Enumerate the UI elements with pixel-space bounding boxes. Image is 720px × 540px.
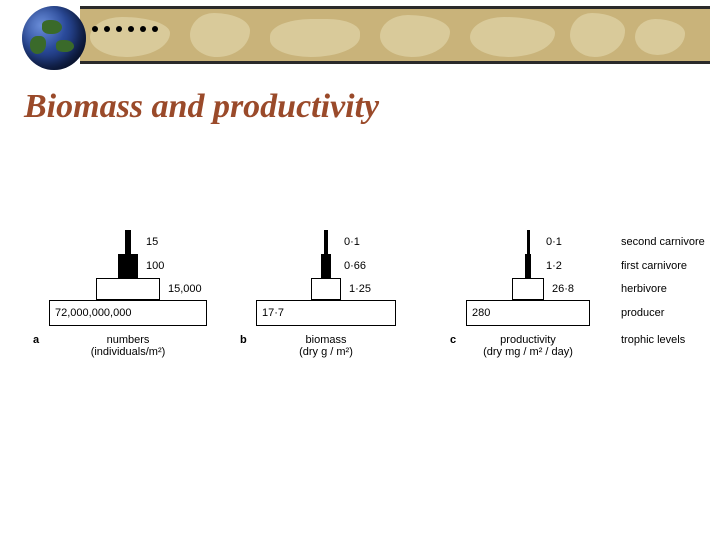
pyramid-c-level-1 xyxy=(525,254,531,278)
pyramid-c-value-2: 26·8 xyxy=(552,283,574,295)
trophic-levels-caption: trophic levels xyxy=(621,334,685,346)
pyramid-b-value-3: 17·7 xyxy=(262,307,284,319)
trophic-label-3: producer xyxy=(621,307,664,319)
pyramid-label-a: numbers(individuals/m²) xyxy=(73,334,183,358)
pyramid-label-b: biomass(dry g / m²) xyxy=(271,334,381,358)
pyramid-a-value-0: 15 xyxy=(146,236,158,248)
pyramid-c-value-1: 1·2 xyxy=(546,260,562,272)
pyramid-letter-c: c xyxy=(450,334,456,346)
trophic-label-2: herbivore xyxy=(621,283,667,295)
pyramid-c-level-2 xyxy=(512,278,544,300)
pyramid-b-value-0: 0·1 xyxy=(344,236,360,248)
pyramid-a-level-1 xyxy=(118,254,138,278)
pyramid-b-level-2 xyxy=(311,278,341,300)
pyramid-a-level-0 xyxy=(125,230,131,254)
pyramid-b-value-1: 0·66 xyxy=(344,260,366,272)
pyramid-a-value-1: 100 xyxy=(146,260,164,272)
pyramid-letter-a: a xyxy=(33,334,39,346)
globe-icon xyxy=(22,6,86,70)
pyramid-a-value-3: 72,000,000,000 xyxy=(55,307,131,319)
pyramid-b-level-0 xyxy=(324,230,328,254)
pyramid-b-value-2: 1·25 xyxy=(349,283,371,295)
pyramid-label-c: productivity(dry mg / m² / day) xyxy=(473,334,583,358)
pyramid-c-value-0: 0·1 xyxy=(546,236,562,248)
pyramid-c-level-0 xyxy=(527,230,530,254)
pyramid-a-level-2 xyxy=(96,278,160,300)
header-band xyxy=(80,6,710,64)
header-dots xyxy=(92,26,158,32)
trophic-label-1: first carnivore xyxy=(621,260,687,272)
ecological-pyramids-diagram: 15 100 15,000 72,000,000,000 a numbers(indivi… xyxy=(28,230,710,430)
pyramid-a-value-2: 15,000 xyxy=(168,283,202,295)
page-title: Biomass and productivity xyxy=(24,88,379,126)
pyramid-c-value-3: 280 xyxy=(472,307,490,319)
pyramid-letter-b: b xyxy=(240,334,247,346)
trophic-label-0: second carnivore xyxy=(621,236,705,248)
pyramid-b-level-1 xyxy=(321,254,331,278)
